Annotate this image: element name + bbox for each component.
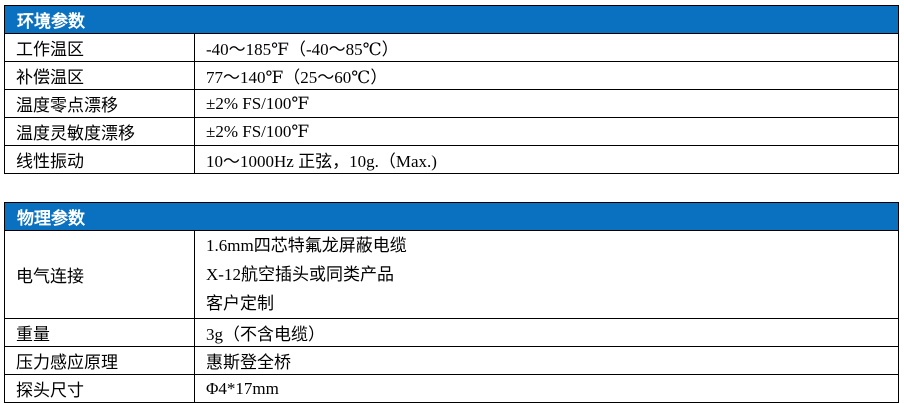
row-value: ±2% FS/100℉ [194,117,899,146]
row-value: 3g（不含电缆） [194,318,899,347]
table-row: 工作温区 -40～185℉（-40～85℃） [4,33,899,62]
row-value: -40～185℉（-40～85℃） [194,33,899,62]
section-title-environment: 环境参数 [4,5,899,34]
row-label: 补偿温区 [4,61,195,90]
value-line: 1.6mm四芯特氟龙屏蔽电缆 [206,236,407,255]
table-row: 线性振动 10～1000Hz 正弦，10g.（Max.) [4,145,899,174]
row-label: 压力感应原理 [4,346,195,375]
row-label: 重量 [4,318,195,347]
table-row: 温度灵敏度漂移 ±2% FS/100℉ [4,117,899,146]
environment-parameters-table: 环境参数 工作温区 -40～185℉（-40～85℃） 补偿温区 77～140℉… [4,5,899,174]
row-label: 温度零点漂移 [4,89,195,118]
table-row: 补偿温区 77～140℉（25～60℃） [4,61,899,90]
table-row: 压力感应原理 惠斯登全桥 [4,346,899,375]
value-line: 客户定制 [206,294,274,313]
section-header-row: 物理参数 [4,202,899,231]
row-label: 温度灵敏度漂移 [4,117,195,146]
row-label: 线性振动 [4,145,195,174]
row-value: Φ4*17mm [194,374,899,403]
row-value: 惠斯登全桥 [194,346,899,375]
table-row: 重量 3g（不含电缆） [4,318,899,347]
row-value: ±2% FS/100℉ [194,89,899,118]
row-value: 77～140℉（25～60℃） [194,61,899,90]
value-line: X-12航空插头或同类产品 [206,265,394,284]
row-value: 10～1000Hz 正弦，10g.（Max.) [194,145,899,174]
row-value: 1.6mm四芯特氟龙屏蔽电缆 X-12航空插头或同类产品 客户定制 [194,230,899,319]
table-row: 电气连接 1.6mm四芯特氟龙屏蔽电缆 X-12航空插头或同类产品 客户定制 [4,230,899,319]
section-title-physical: 物理参数 [4,202,899,231]
row-label: 探头尺寸 [4,374,195,403]
table-row: 探头尺寸 Φ4*17mm [4,374,899,403]
section-header-row: 环境参数 [4,5,899,34]
row-label: 电气连接 [4,230,195,319]
physical-parameters-table: 物理参数 电气连接 1.6mm四芯特氟龙屏蔽电缆 X-12航空插头或同类产品 客… [4,202,899,403]
table-row: 温度零点漂移 ±2% FS/100℉ [4,89,899,118]
row-label: 工作温区 [4,33,195,62]
